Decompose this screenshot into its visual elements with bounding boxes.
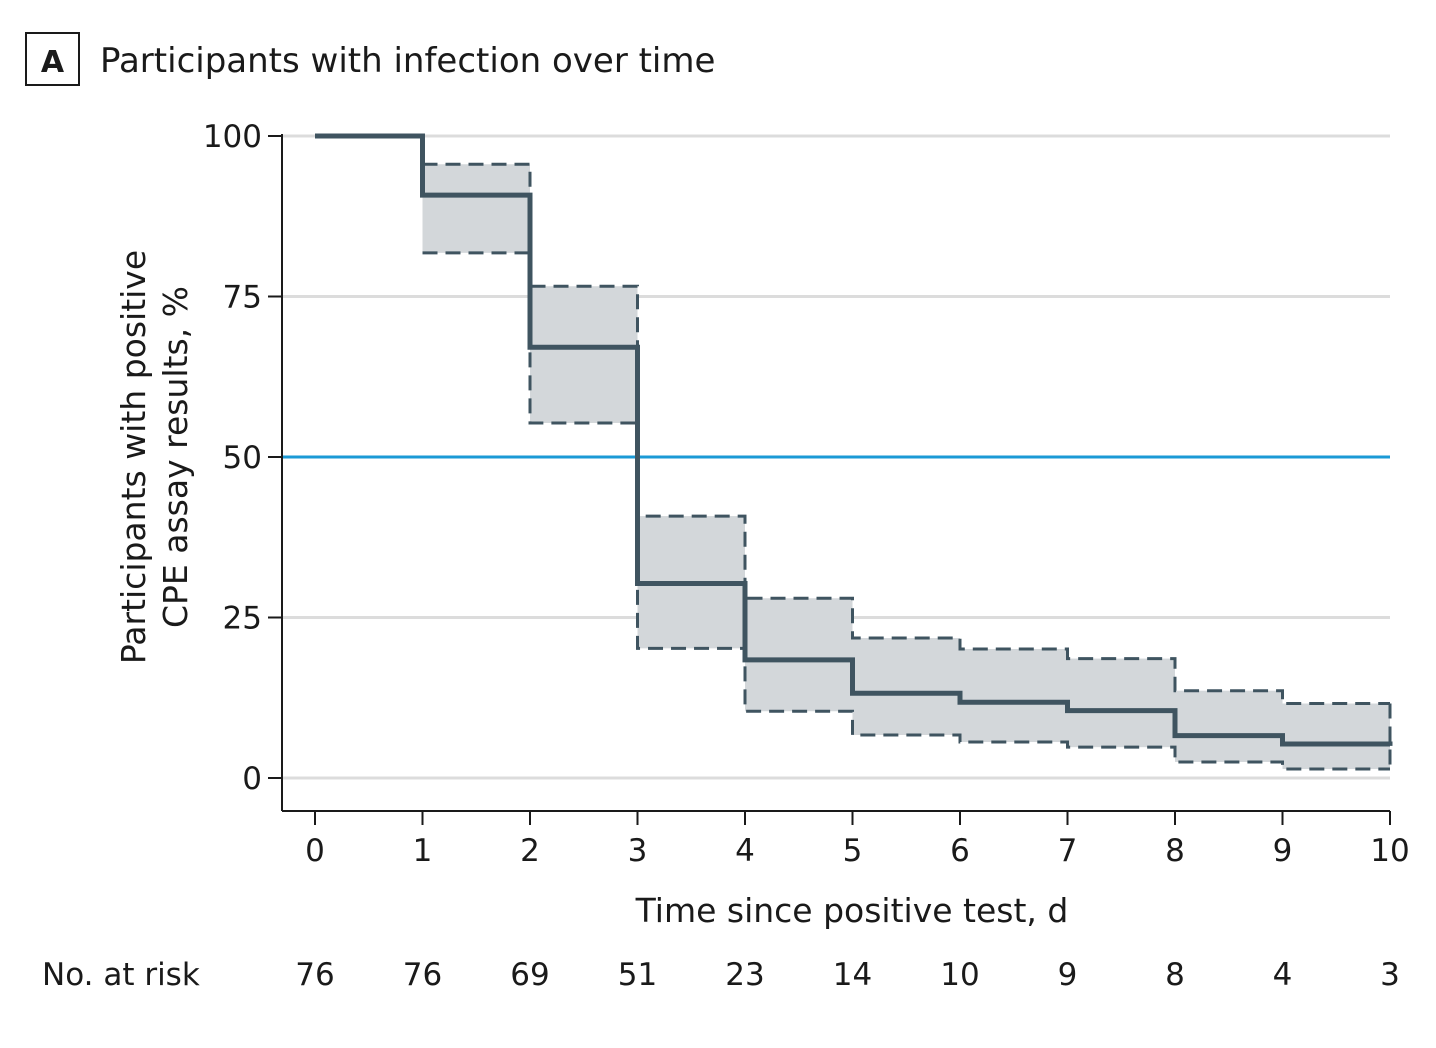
y-axis-label-line2: CPE assay results, % [156,286,195,628]
x-tick-label-3: 3 [628,833,648,869]
risk-table-label: No. at risk [42,957,200,993]
ci-band-segment [852,638,960,735]
x-tick-label-1: 1 [413,833,433,869]
risk-value-8: 8 [1165,957,1185,993]
ci-band-segment [1067,658,1175,748]
risk-value-7: 9 [1058,957,1078,993]
x-tick-label-6: 6 [950,833,970,869]
risk-value-4: 23 [725,957,764,993]
x-axis-label: Time since positive test, d [635,891,1069,930]
risk-value-2: 69 [510,957,549,993]
ci-upper-line [422,162,1390,706]
ci-band-segment [422,164,530,253]
risk-value-5: 14 [833,957,872,993]
y-tick-label-50: 50 [223,440,262,476]
y-tick-label-0: 0 [242,761,262,797]
ci-band-segment [530,286,638,423]
risk-value-1: 76 [403,957,442,993]
confidence-band-layer [422,162,1392,771]
survival-curve [315,133,1393,747]
risk-value-6: 10 [940,957,979,993]
ci-band-segment [1175,690,1283,762]
x-tick-label-9: 9 [1273,833,1293,869]
x-tick-label-2: 2 [520,833,540,869]
x-tick-label-8: 8 [1165,833,1185,869]
ci-lower-line [422,251,1390,771]
x-tick-label-4: 4 [735,833,755,869]
ci-band-segment [745,598,853,712]
panel-letter: A [41,45,65,80]
y-tick-label-75: 75 [223,280,262,316]
y-tick-label-100: 100 [203,119,262,155]
risk-value-3: 51 [618,957,657,993]
chart-title: Participants with infection over time [100,41,715,81]
risk-value-9: 4 [1273,957,1293,993]
y-tick-label-25: 25 [223,601,262,637]
y-axis-label-line1: Participants with positive [114,250,153,664]
risk-value-10: 3 [1380,957,1400,993]
x-tick-label-7: 7 [1058,833,1078,869]
x-tick-label-5: 5 [843,833,863,869]
ci-band-segment [960,648,1068,743]
panel-letter-box [25,32,80,86]
ci-band-segment [1282,703,1390,770]
x-tick-label-10: 10 [1370,833,1409,869]
x-tick-label-0: 0 [305,833,325,869]
risk-table-values: 76 76 69 51 23 14 10 9 8 4 3 [295,957,1400,993]
axis-layer: 0 25 50 75 100 0 1 2 3 4 5 6 7 8 9 10 [203,119,1410,869]
curve-layer [315,133,1393,747]
risk-value-0: 76 [295,957,334,993]
y-axis-label: Participants with positive CPE assay res… [114,250,195,664]
